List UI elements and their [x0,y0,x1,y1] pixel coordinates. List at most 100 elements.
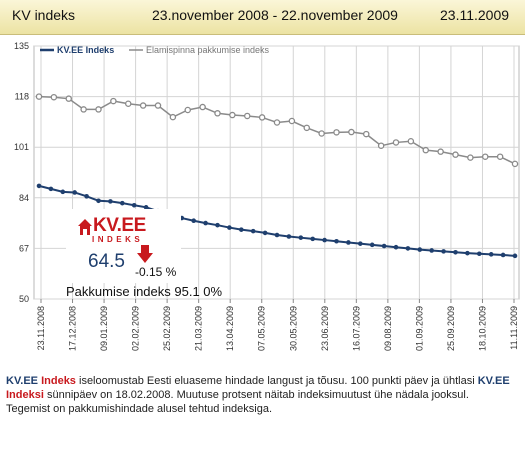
data-point [453,249,458,255]
x-tick-label: 09.08.2009 [383,306,393,351]
y-tick-label: 101 [14,142,29,152]
data-point [407,137,415,145]
data-point [348,128,355,136]
x-tick-label: 13.04.2009 [225,306,235,351]
header-date: 23.11.2009 [440,7,510,23]
description-line-3: Tegemist on pakkumishindade alusel tehtu… [6,403,272,415]
data-point [322,237,327,243]
description: KV.EE Indeks iseloomustab Eesti eluaseme… [6,374,521,416]
data-point [303,124,310,132]
house-logo-icon [78,219,92,235]
data-point [422,146,429,154]
data-point [488,252,494,257]
x-tick-label: 21.03.2009 [194,306,204,351]
index-value: 64.5 [88,251,125,272]
data-point [274,232,280,238]
brand-indeks: Indeks [41,375,76,387]
data-point [286,234,292,239]
data-point [512,253,518,259]
data-point [511,160,519,168]
data-point [110,97,117,105]
x-tick-label: 02.02.2009 [131,306,141,351]
data-point [143,205,149,210]
header-title: KV indeks [12,7,76,23]
x-tick-label: 18.10.2009 [477,306,487,351]
data-point [96,198,101,204]
data-point [125,100,132,107]
brand-kv: KV.EE [6,375,39,387]
data-point [481,153,489,160]
offer-index-text: Pakkumise indeks 95.1 0% [66,284,223,299]
data-point [334,238,339,244]
data-point [50,93,58,101]
legend-label: KV.EE Indeks [57,45,114,55]
data-point [417,247,423,252]
logo-text: KV.EE [93,215,146,236]
y-tick-label: 50 [19,294,29,304]
chart-header: KV indeks 23.november 2008 - 22.november… [0,0,525,35]
x-tick-label: 23.11.2008 [36,306,46,350]
data-point [333,129,340,136]
data-point [36,183,42,189]
data-point [131,202,137,208]
arrow-down-icon [137,245,153,263]
data-point [429,248,435,253]
x-tick-label: 23.06.2009 [320,306,330,351]
data-point [369,242,375,248]
data-point [229,111,236,119]
data-point [467,154,474,161]
x-tick-label: 09.01.2009 [99,306,109,351]
data-point [250,228,256,234]
description-paragraph: KV.EE Indeks iseloomustab Eesti eluaseme… [6,374,521,402]
y-tick-label: 67 [19,243,29,253]
brand-kv-2: KV.EE [477,375,510,387]
y-tick-label: 84 [19,193,29,203]
data-point [191,218,196,224]
data-point [72,190,77,195]
data-point [65,95,73,102]
x-tick-label: 07.05.2009 [257,306,267,351]
index-summary-box: KV.EE INDEKS 64.5 -0.15 % [66,209,181,283]
data-point [184,106,191,114]
data-point [227,225,232,230]
data-point [392,139,400,146]
legend-label: Elamispinna pakkumise indeks [146,45,270,55]
data-point [258,114,266,121]
data-point [477,251,482,257]
data-point [500,252,506,258]
header-period: 23.november 2008 - 22.november 2009 [152,7,398,23]
data-point [452,151,459,158]
data-point [262,230,268,236]
x-tick-label: 30.05.2009 [288,306,298,351]
data-point [199,103,206,111]
data-point [273,119,281,126]
x-tick-label: 01.09.2009 [414,306,424,351]
data-point [318,130,325,137]
x-tick-label: 11.11.2009 [509,306,519,350]
data-point [381,243,387,249]
data-point [405,246,411,251]
data-point [465,250,470,256]
data-point [80,106,87,113]
data-point [139,102,147,109]
data-point [298,235,304,240]
data-point [437,148,444,155]
data-point [310,236,316,242]
data-point [154,102,162,109]
y-tick-label: 118 [15,92,29,102]
description-text-2: sünnipäev on 18.02.2008. Muutuse protsen… [43,389,469,401]
data-point [60,189,66,195]
data-point [95,106,102,113]
logo-subtext: INDEKS [92,235,144,244]
data-point [84,194,89,199]
line-chart: 135 118 101 84 67 50 23.11.2008 17.12.2008 09.01… [14,41,520,351]
index-change: -0.15 % [135,265,177,279]
x-tick-label: 17.12.2008 [68,306,78,351]
data-point [215,222,220,228]
data-point [214,110,221,117]
data-point [377,142,385,149]
description-text-1: iseloomustab Eesti eluaseme hindade lang… [75,375,478,387]
data-point [203,220,208,226]
data-point [496,153,504,160]
y-tick-label: 135 [14,41,29,51]
